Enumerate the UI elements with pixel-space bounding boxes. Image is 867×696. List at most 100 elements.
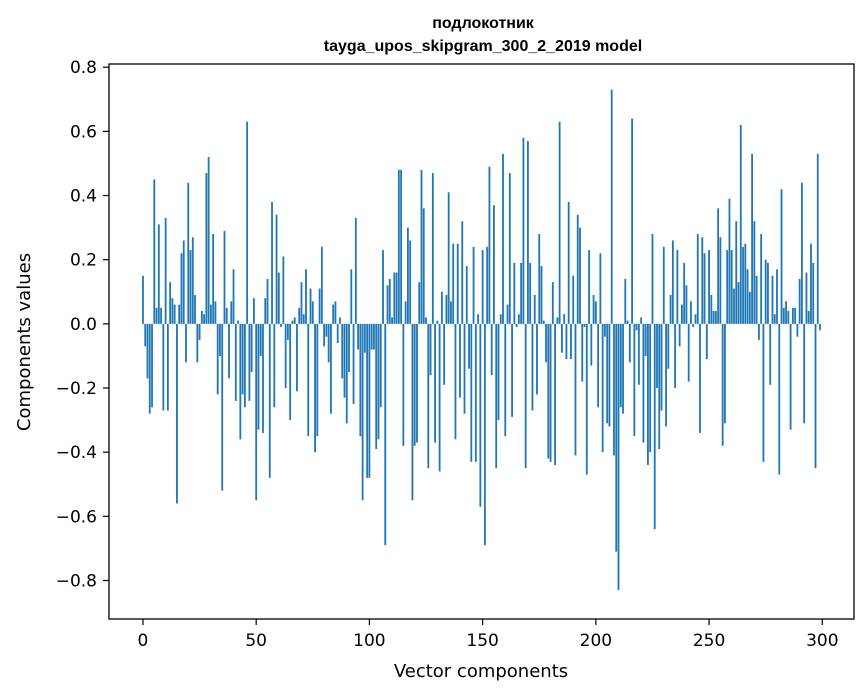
bar xyxy=(479,323,482,507)
bar xyxy=(470,323,473,462)
bar xyxy=(771,275,774,324)
bar xyxy=(255,323,258,501)
bar xyxy=(601,323,604,453)
bar xyxy=(323,323,326,347)
bar xyxy=(409,240,412,324)
bar xyxy=(533,294,536,324)
bar xyxy=(151,323,153,408)
x-tick-label: 150 xyxy=(466,631,498,651)
x-tick-label: 100 xyxy=(353,631,385,651)
bar xyxy=(724,323,726,424)
bar xyxy=(336,323,339,344)
bar xyxy=(311,301,314,324)
chart-title: подлокотник xyxy=(432,15,535,32)
bar xyxy=(511,323,513,417)
bar xyxy=(176,323,178,504)
bar xyxy=(379,323,382,408)
bar xyxy=(400,169,403,324)
bar xyxy=(477,314,480,324)
bar xyxy=(610,89,613,324)
bar xyxy=(728,198,731,324)
bar xyxy=(454,323,457,440)
bar xyxy=(742,246,744,324)
bar xyxy=(517,314,520,324)
bar xyxy=(212,234,215,324)
bar xyxy=(248,323,251,401)
bar xyxy=(499,314,502,324)
bar xyxy=(221,323,224,491)
bar xyxy=(393,272,396,324)
bar xyxy=(565,323,568,360)
bar xyxy=(683,262,686,324)
bar xyxy=(701,237,704,324)
bar xyxy=(155,307,158,324)
bar xyxy=(153,179,156,324)
bar xyxy=(665,323,667,427)
bar xyxy=(798,278,801,324)
y-tick-label: −0.2 xyxy=(56,379,97,399)
bar xyxy=(332,304,335,324)
bar xyxy=(203,314,206,324)
bar xyxy=(796,323,799,337)
bar xyxy=(228,323,230,379)
bar xyxy=(780,189,783,324)
bar xyxy=(599,253,602,324)
bar xyxy=(146,323,149,379)
bar xyxy=(234,323,237,401)
bar xyxy=(445,294,448,324)
bar xyxy=(529,262,532,324)
bar xyxy=(339,317,341,324)
x-tick-label: 300 xyxy=(806,631,838,651)
bar xyxy=(377,323,380,440)
bar xyxy=(402,323,405,446)
bar xyxy=(631,118,633,324)
bar xyxy=(144,323,147,347)
bar xyxy=(162,323,165,411)
bar xyxy=(316,323,319,437)
bar xyxy=(551,282,554,324)
y-tick-label: 0.4 xyxy=(70,187,97,207)
bar xyxy=(678,323,681,347)
bar xyxy=(447,192,450,324)
bar xyxy=(325,323,328,337)
bar xyxy=(200,311,203,324)
bar xyxy=(182,240,185,324)
bar xyxy=(522,137,525,324)
bar xyxy=(735,221,738,324)
bar xyxy=(699,323,701,433)
y-axis-ticks: −0.8 −0.6 −0.4 −0.2 0.0 0.2 0.4 0.6 0.8 xyxy=(56,58,109,592)
bar xyxy=(803,323,806,424)
bar xyxy=(563,314,566,324)
bar xyxy=(812,262,815,324)
bar xyxy=(341,323,344,379)
bar xyxy=(450,301,452,324)
bar xyxy=(726,250,729,324)
bar xyxy=(685,285,688,324)
bar xyxy=(776,269,778,324)
bar xyxy=(767,262,769,324)
bar xyxy=(624,278,627,324)
bar xyxy=(178,304,181,324)
bar xyxy=(196,323,199,363)
bar xyxy=(676,250,679,324)
y-tick-label: −0.4 xyxy=(56,443,97,463)
bar xyxy=(730,250,733,324)
bar xyxy=(531,323,534,411)
bar xyxy=(352,323,355,405)
bar xyxy=(696,234,699,324)
bar xyxy=(520,262,523,324)
bar xyxy=(259,323,262,356)
bar xyxy=(481,250,484,324)
bar xyxy=(651,234,654,324)
bar xyxy=(778,323,781,475)
bar xyxy=(658,323,661,449)
chart-subtitle: tayga_upos_skipgram_300_2_2019 model xyxy=(324,38,642,55)
bar xyxy=(769,323,772,385)
bar xyxy=(714,311,717,324)
bar xyxy=(230,301,233,324)
bar xyxy=(705,323,708,360)
bar xyxy=(463,323,466,414)
bar xyxy=(588,250,590,324)
bar xyxy=(502,153,504,324)
